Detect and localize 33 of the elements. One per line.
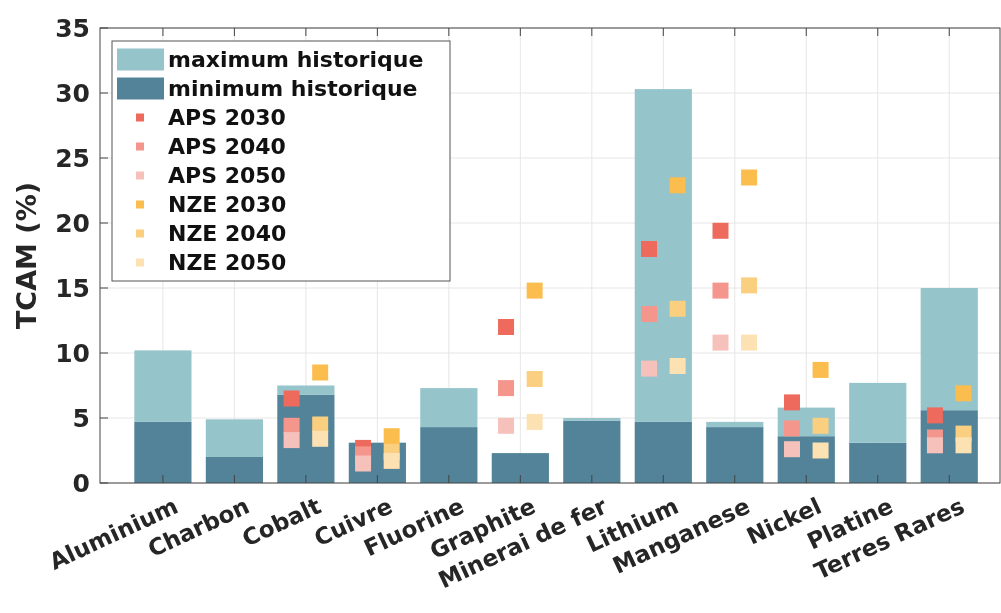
bar [491, 453, 549, 483]
bar [849, 442, 907, 483]
bar [706, 421, 764, 428]
y-tick-label: 25 [55, 143, 90, 173]
bar [920, 288, 978, 411]
legend-label: APS 2030 [168, 105, 286, 131]
bar [420, 388, 478, 428]
legend-label: APS 2050 [168, 163, 286, 189]
bar [134, 350, 192, 422]
y-tick-label: 15 [55, 273, 90, 303]
legend-label: maximum historique [168, 47, 424, 73]
y-tick-label: 20 [55, 208, 90, 238]
bar [420, 427, 478, 483]
bar [706, 427, 764, 483]
bar [205, 419, 263, 457]
legend-label: NZE 2030 [168, 192, 287, 218]
bar [205, 457, 263, 483]
legend-label: NZE 2050 [168, 250, 287, 276]
bar [849, 382, 907, 443]
legend-label: NZE 2040 [168, 221, 287, 247]
y-tick-label: 5 [72, 403, 90, 433]
legend-label: minimum historique [168, 76, 418, 102]
y-tick-label: 35 [55, 13, 90, 43]
y-tick-label: 0 [72, 468, 90, 498]
bar [634, 421, 692, 483]
y-tick-label: 10 [55, 338, 90, 368]
y-axis-title: TCAM (%) [11, 181, 42, 330]
bar [134, 421, 192, 483]
legend-label: APS 2040 [168, 134, 286, 160]
bar [634, 89, 692, 422]
bar [563, 420, 621, 483]
y-tick-label: 30 [55, 78, 90, 108]
bar [563, 418, 621, 421]
